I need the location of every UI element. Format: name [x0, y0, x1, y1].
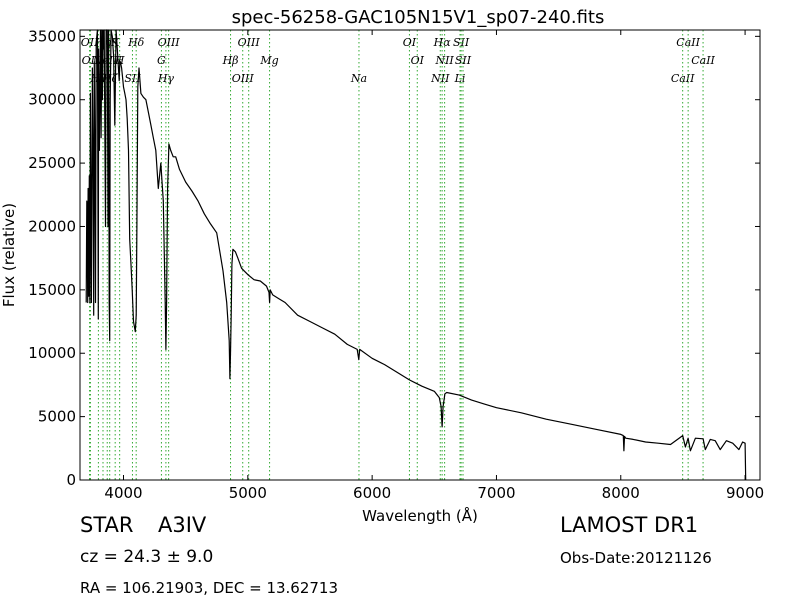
- y-tick-label: 0: [66, 471, 76, 489]
- plot-frame: [79, 29, 761, 481]
- x-tick-label: 8000: [602, 484, 640, 502]
- redshift-cz: cz = 24.3 ± 9.0: [80, 547, 214, 567]
- marker-label: OIII: [232, 72, 255, 85]
- marker-label: Na: [350, 72, 367, 85]
- observation-date: Obs-Date:20121126: [560, 549, 712, 567]
- x-tick-label: 9000: [726, 484, 764, 502]
- marker-label: OIII: [158, 36, 181, 49]
- survey-name: LAMOST DR1: [560, 513, 699, 537]
- x-axis-label: Wavelength (Å): [362, 506, 478, 525]
- marker-label: SII: [453, 36, 470, 49]
- marker-label: Hα: [433, 36, 452, 49]
- y-tick-label: 35000: [28, 27, 76, 45]
- marker-label: OI: [411, 54, 425, 67]
- marker-label: CaII: [676, 36, 700, 49]
- object-subclass: A3IV: [158, 513, 207, 537]
- marker-label: OII: [81, 36, 99, 49]
- marker-label: CaII: [671, 72, 695, 85]
- marker-label: Hβ: [222, 54, 239, 67]
- marker-label: OIII: [238, 36, 261, 49]
- axes: 4000 5000 6000 7000 8000 9000 0 5000 10000 15000 2…: [28, 27, 764, 502]
- x-tick-label: 5000: [229, 484, 267, 502]
- y-tick-label: 15000: [28, 281, 76, 299]
- y-tick-label: 10000: [28, 344, 76, 362]
- marker-label: Hδ: [127, 36, 145, 49]
- marker-label: OI: [403, 36, 417, 49]
- marker-label: G: [157, 54, 166, 67]
- object-class: STAR: [80, 513, 134, 537]
- marker-label: H: [114, 54, 125, 67]
- y-tick-label: 5000: [38, 408, 76, 426]
- marker-label: SII: [455, 54, 472, 67]
- ra-dec-coordinates: RA = 106.21903, DEC = 13.62713: [80, 579, 339, 597]
- series-layer: [85, 29, 747, 481]
- x-tick-label: 7000: [477, 484, 515, 502]
- y-tick-label: 25000: [28, 154, 76, 172]
- x-tick-label: 6000: [353, 484, 391, 502]
- marker-label: Hγ: [157, 72, 175, 85]
- y-tick-label: 30000: [28, 91, 76, 109]
- chart-title: spec-56258-GAC105N15V1_sp07-240.fits: [232, 7, 605, 28]
- spectrum-line: [85, 29, 747, 481]
- marker-label: SII: [124, 72, 141, 85]
- marker-label: NII: [434, 54, 454, 67]
- marker-label: CaII: [691, 54, 715, 67]
- marker-label: Mg: [259, 54, 278, 67]
- y-axis-label: Flux (relative): [0, 203, 18, 307]
- x-tick-label: 4000: [104, 484, 142, 502]
- y-tick-label: 20000: [28, 217, 76, 235]
- marker-label: K: [110, 36, 120, 49]
- marker-label: OII: [82, 54, 100, 67]
- marker-label: NII: [430, 72, 450, 85]
- line-markers: OIIOIIHθHηNeIIIHζKHSIIHδGHγOIIIHβOIIIOII…: [81, 30, 716, 480]
- marker-label: Li: [454, 72, 466, 85]
